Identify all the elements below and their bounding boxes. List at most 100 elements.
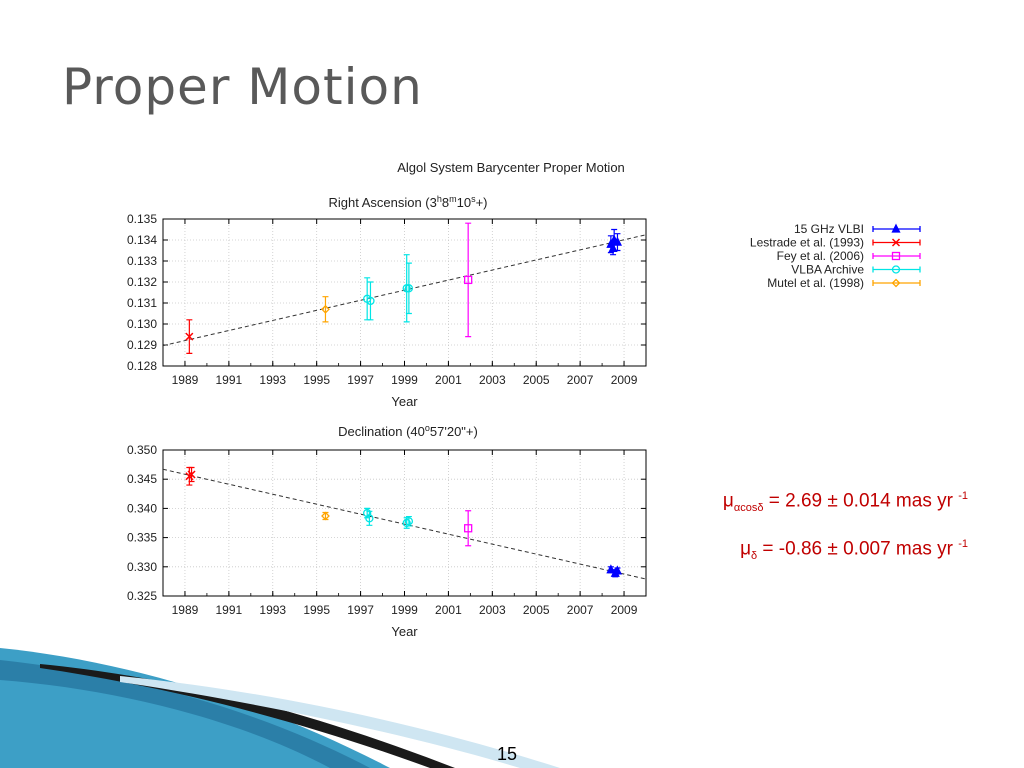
data-point <box>321 304 330 314</box>
data-point <box>404 517 414 526</box>
series-fey <box>464 222 473 338</box>
legend-marker <box>891 223 901 233</box>
x-tick-label: 1989 <box>172 603 199 617</box>
x-tick-label: 2003 <box>479 603 506 617</box>
ra-plot: 1989 1991 1993 1995 1997 1999 2001 2003 2005 2007… <box>127 212 647 409</box>
y-tick-label: 0.340 <box>127 501 157 515</box>
x-tick-label: 1989 <box>172 373 199 387</box>
data-point <box>363 508 372 518</box>
plot-frame <box>162 449 647 597</box>
x-tick-label: 1991 <box>216 373 243 387</box>
legend-label: 15 GHz VLBI <box>794 222 864 236</box>
series-vlba <box>363 507 414 529</box>
error-bar <box>367 281 374 321</box>
page-number: 15 <box>497 744 518 764</box>
legend-label: Mutel et al. (1998) <box>767 276 864 290</box>
series-lestrade <box>185 466 196 486</box>
legend-marker <box>891 251 901 261</box>
legend-marker <box>891 278 901 288</box>
error-bar <box>465 510 472 547</box>
y-tick-label: 0.350 <box>127 443 157 457</box>
legend-entry-fey: Fey et al. (2006) <box>777 249 921 263</box>
legend-entry-vlbi15: 15 GHz VLBI <box>794 222 921 236</box>
data-point <box>608 242 618 253</box>
error-bar <box>366 510 373 526</box>
error-bar <box>322 296 329 323</box>
legend-marker <box>891 238 901 247</box>
y-tick-label: 0.131 <box>127 296 157 310</box>
x-tick-label: 2005 <box>523 373 550 387</box>
figure-title: Algol System Barycenter Proper Motion <box>397 160 625 175</box>
x-tick-label: 1997 <box>347 603 374 617</box>
x-tick-label: 2007 <box>567 373 594 387</box>
error-bar <box>405 262 412 315</box>
fit-line <box>162 468 647 580</box>
x-tick-label: 2003 <box>479 373 506 387</box>
y-tick-label: 0.325 <box>127 589 157 603</box>
data-point <box>464 275 473 285</box>
legend-marker <box>891 265 901 274</box>
series-mutel <box>321 511 330 521</box>
x-tick-label: 1993 <box>259 603 286 617</box>
data-point <box>365 514 374 523</box>
ra-subplot-title: Right Ascension (3h8m10s+) <box>328 194 487 210</box>
y-tick-label: 0.330 <box>127 560 157 574</box>
legend-label: Fey et al. (2006) <box>777 249 864 263</box>
x-tick-label: 2001 <box>435 373 462 387</box>
x-tick-label: 2001 <box>435 603 462 617</box>
legend-line <box>872 280 921 286</box>
y-tick-label: 0.128 <box>127 359 157 373</box>
results-panel: μαcosδ = 2.69 ± 0.014 mas yr -1 μδ = -0.… <box>723 478 968 574</box>
x-axis-label: Year <box>391 624 418 639</box>
x-tick-label: 1993 <box>259 373 286 387</box>
x-tick-label: 2009 <box>611 373 638 387</box>
x-tick-label: 1995 <box>303 373 330 387</box>
legend-label: VLBA Archive <box>791 263 864 277</box>
y-tick-label: 0.135 <box>127 212 157 226</box>
legend-entry-vlba: VLBA Archive <box>791 263 921 277</box>
series-vlbi15 <box>606 564 623 578</box>
series-lestrade <box>185 319 194 354</box>
x-tick-label: 1999 <box>391 603 418 617</box>
series-vlbi15 <box>606 228 623 256</box>
y-tick-label: 0.132 <box>127 275 157 289</box>
data-point <box>187 470 196 479</box>
data-point <box>185 332 194 341</box>
fit-line <box>162 234 647 347</box>
y-tick-label: 0.130 <box>127 317 157 331</box>
legend-line <box>872 253 921 259</box>
data-point <box>612 565 623 575</box>
x-tick-label: 2007 <box>567 603 594 617</box>
x-tick-label: 1999 <box>391 373 418 387</box>
slide-title: Proper Motion <box>62 58 423 116</box>
data-point <box>464 524 473 533</box>
series-mutel <box>321 296 330 323</box>
data-point <box>366 296 375 306</box>
x-tick-label: 1991 <box>216 603 243 617</box>
error-bar <box>322 511 329 521</box>
data-point <box>404 284 414 293</box>
y-tick-label: 0.129 <box>127 338 157 352</box>
y-tick-label: 0.345 <box>127 472 157 486</box>
data-point <box>321 511 330 521</box>
x-tick-label: 2005 <box>523 603 550 617</box>
x-tick-label: 1995 <box>303 603 330 617</box>
x-tick-label: 2009 <box>611 603 638 617</box>
legend-entry-lestrade: Lestrade et al. (1993) <box>750 236 921 250</box>
x-tick-label: 1997 <box>347 373 374 387</box>
mu-alpha-result: μαcosδ = 2.69 ± 0.014 mas yr -1 <box>722 490 968 515</box>
error-bar <box>465 222 472 338</box>
y-tick-label: 0.134 <box>127 233 157 247</box>
dec-subplot-title: Declination (40o57'20"+) <box>338 423 478 439</box>
error-bar <box>403 254 410 323</box>
decorative-swoosh <box>0 648 560 768</box>
mu-delta-result: μδ = -0.86 ± 0.007 mas yr -1 <box>740 538 968 563</box>
legend-label: Lestrade et al. (1993) <box>750 236 864 250</box>
series-vlba <box>363 254 414 323</box>
plot-frame <box>162 218 647 367</box>
legend-line <box>872 266 921 273</box>
series-fey <box>464 510 473 547</box>
x-axis-label: Year <box>391 394 418 409</box>
